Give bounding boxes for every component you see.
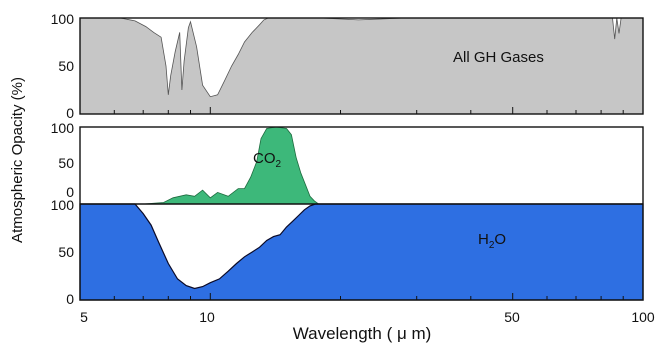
mid-ytick-0: 0	[66, 184, 74, 200]
top-ytick-50: 50	[58, 58, 74, 74]
panel-co2: CO2 100 50 0	[51, 120, 643, 205]
mid-ytick-100: 100	[51, 120, 75, 136]
co2-label-main: CO	[253, 150, 276, 167]
panel-top-frame	[79, 17, 644, 115]
mid-ytick-50: 50	[58, 155, 74, 171]
xtick-50: 50	[504, 309, 520, 325]
h2o-label-main: H	[478, 231, 489, 248]
panel-all-gh-gases: All GH Gases 100 50 0	[51, 11, 644, 121]
xtick-10: 10	[199, 309, 215, 325]
h2o-label-sub: 2	[489, 240, 495, 251]
bot-ytick-0: 0	[66, 291, 74, 307]
co2-area	[80, 126, 643, 205]
top-panel-xticks	[79, 107, 644, 114]
y-axis-label: Atmospheric Opacity (%)	[9, 77, 26, 243]
x-axis-label: Wavelength ( μ m)	[293, 324, 432, 343]
top-ytick-100: 100	[51, 11, 75, 27]
bot-ytick-100: 100	[51, 197, 75, 213]
co2-label-sub: 2	[276, 159, 282, 170]
top-ytick-0: 0	[66, 105, 74, 121]
xtick-100: 100	[631, 309, 655, 325]
h2o-label: H2O	[478, 231, 506, 251]
bottom-panel-xticks	[79, 293, 644, 300]
panel-h2o: H2O 100 50 0	[51, 197, 644, 307]
xtick-5: 5	[80, 309, 88, 325]
panel-mid-background	[80, 127, 643, 204]
h2o-area	[79, 203, 644, 301]
all-gh-gases-label: All GH Gases	[453, 49, 544, 66]
panel-lower-frame	[79, 126, 644, 301]
bot-ytick-50: 50	[58, 244, 74, 260]
co2-label: CO2	[253, 150, 282, 170]
h2o-label-tail: O	[494, 231, 506, 248]
